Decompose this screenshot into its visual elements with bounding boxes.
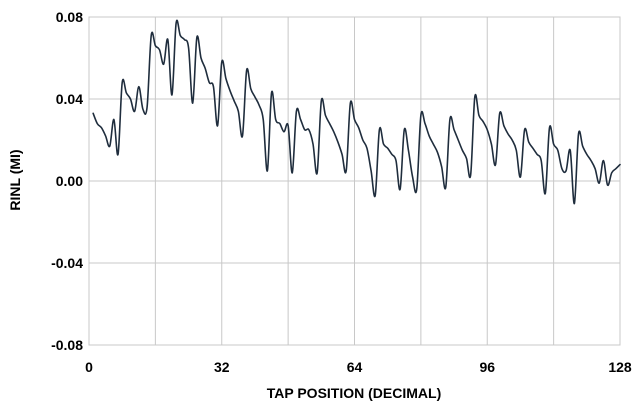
- y-tick-label: 0.08: [56, 9, 83, 25]
- y-tick-label: -0.04: [51, 255, 83, 271]
- y-axis-title: RINL (MI): [7, 149, 23, 210]
- series-layer: [92, 19, 621, 205]
- x-tick-label: 0: [85, 359, 93, 375]
- x-tick-label: 128: [608, 359, 632, 375]
- x-tick-label: 64: [347, 359, 363, 375]
- y-tick-label: -0.08: [51, 337, 83, 353]
- grid-lines: [89, 17, 620, 345]
- x-axis-title: TAP POSITION (DECIMAL): [267, 385, 441, 401]
- x-tick-label: 96: [479, 359, 495, 375]
- x-axis-tick-labels: 0 32 64 96 128: [85, 359, 632, 375]
- y-tick-label: 0.04: [56, 91, 83, 107]
- x-tick-label: 32: [214, 359, 230, 375]
- rinl-series-line: [92, 19, 621, 205]
- plot-area-frame: [88, 16, 621, 346]
- y-tick-label: 0.00: [56, 173, 83, 189]
- y-axis-tick-labels: -0.08 -0.04 0.00 0.04 0.08: [51, 9, 83, 353]
